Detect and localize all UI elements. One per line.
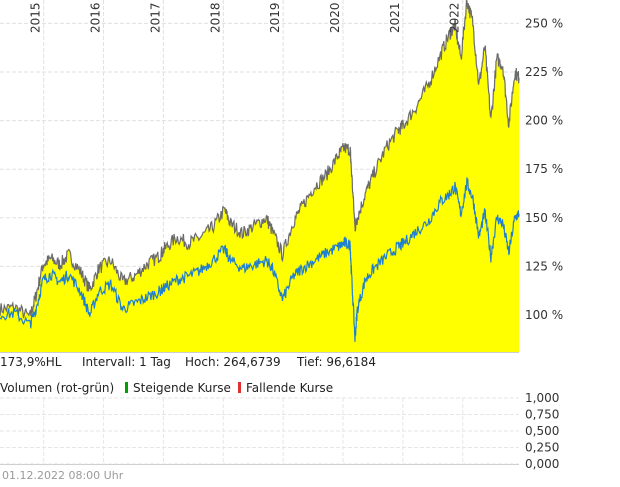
y-tick-label: 225 % <box>525 65 563 79</box>
y-tick-label: 100 % <box>525 308 563 322</box>
legend-falling-label: Fallende Kurse <box>246 381 334 395</box>
area-fill-series <box>0 0 519 352</box>
volume-tick-label: 1,000 <box>525 391 559 405</box>
area-outline-series <box>0 0 520 319</box>
line-series <box>0 177 520 342</box>
x-tick-label: 2021 <box>388 2 402 33</box>
high-label: Hoch: 264,6739 <box>185 355 281 369</box>
legend-rising: Steigende Kurse <box>125 381 231 395</box>
x-axis-ticks: 2015 2016 2017 2018 2019 2020 2021 2022 <box>29 2 462 33</box>
legend-rising-label: Steigende Kurse <box>133 381 231 395</box>
x-tick-label: 2016 <box>89 2 103 33</box>
volume-title: Volumen (rot-grün) <box>0 381 115 395</box>
volume-axis-ticks: 1,000 0,750 0,500 0,250 0,000 <box>525 391 559 471</box>
legend-falling: Fallende Kurse <box>238 381 333 395</box>
y-tick-label: 125 % <box>525 259 563 273</box>
x-tick-label: 2017 <box>148 2 162 33</box>
price-series <box>0 0 520 352</box>
volume-tick-label: 0,500 <box>525 424 559 438</box>
rising-swatch <box>125 382 128 393</box>
x-tick-label: 2015 <box>29 2 43 33</box>
x-tick-label: 2018 <box>208 2 222 33</box>
volume-grid <box>0 397 519 465</box>
volume-tick-label: 0,000 <box>525 457 559 471</box>
volume-tick-label: 0,750 <box>525 408 559 422</box>
timestamp-footer: 01.12.2022 08:00 Uhr <box>2 469 124 482</box>
y-tick-label: 175 % <box>525 162 563 176</box>
low-label: Tief: 96,6184 <box>297 355 376 369</box>
hl-label: 173,9%HL <box>0 355 62 369</box>
y-tick-label: 250 % <box>525 16 563 30</box>
y-tick-label: 150 % <box>525 211 563 225</box>
y-tick-label: 200 % <box>525 114 563 128</box>
y-axis-ticks: 100 % 125 % 150 % 175 % 200 % 225 % 250 % <box>525 16 563 322</box>
x-tick-label: 2019 <box>268 2 282 33</box>
x-tick-label: 2022 <box>448 2 462 33</box>
falling-swatch <box>238 382 241 393</box>
x-tick-label: 2020 <box>328 2 342 33</box>
volume-tick-label: 0,250 <box>525 441 559 455</box>
interval-label: Intervall: 1 Tag <box>82 355 171 369</box>
